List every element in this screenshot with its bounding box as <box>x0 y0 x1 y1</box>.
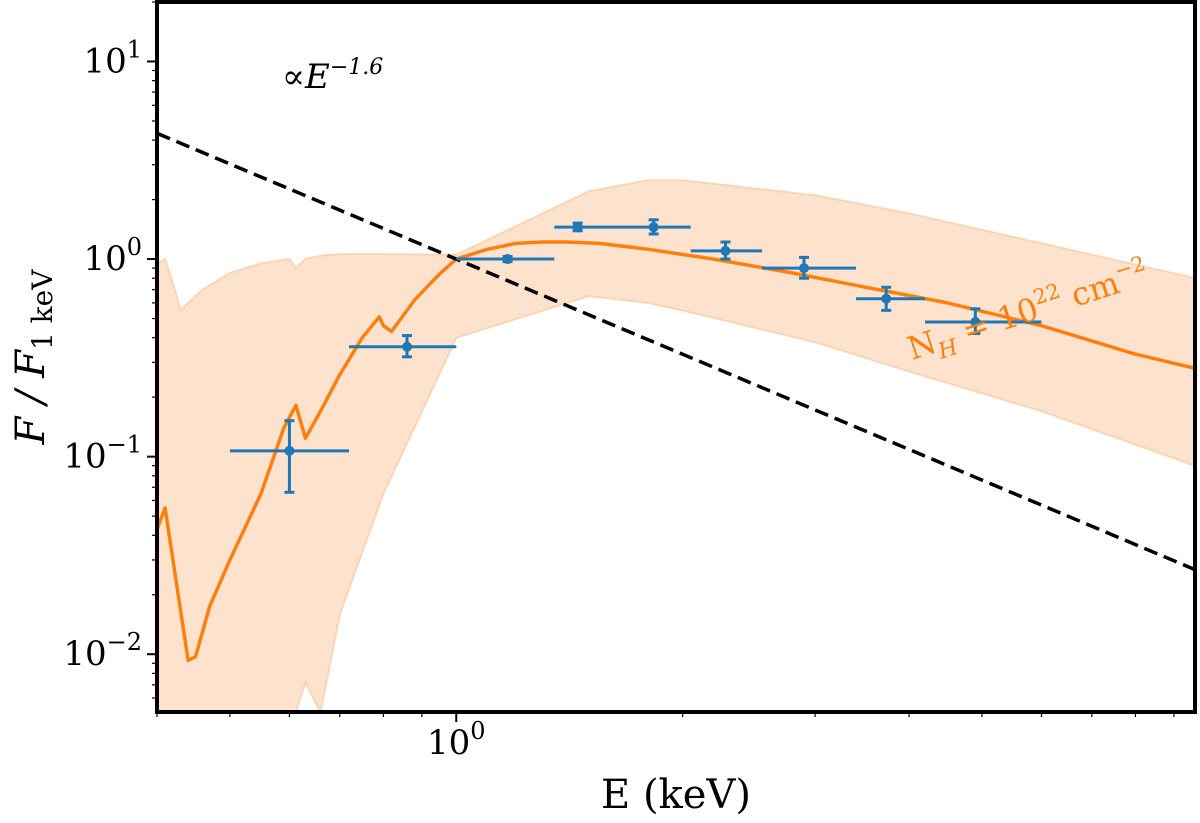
data-point-3 <box>572 222 583 233</box>
y-tick-label-1: 10−1 <box>63 431 142 477</box>
data-point-6 <box>799 263 810 274</box>
data-points <box>229 218 1042 494</box>
powerlaw-label: ∝E−1.6 <box>282 55 383 97</box>
data-point-7 <box>881 293 892 304</box>
plot-frame <box>155 0 1197 714</box>
tick-labels: 10−2 10−1 100 101 100 <box>63 35 485 763</box>
axis-ticks <box>147 1 1175 722</box>
data-point-2 <box>502 254 513 265</box>
y-tick-label-2: 100 <box>83 233 142 279</box>
plot-area <box>157 131 1195 712</box>
data-point-5 <box>720 245 731 256</box>
data-point-0 <box>284 445 295 456</box>
data-point-8 <box>970 317 981 328</box>
y-tick-label-3: 101 <box>83 35 142 81</box>
x-axis-label: E (keV) <box>601 772 751 818</box>
data-point-4 <box>648 222 659 233</box>
y-axis-label: F / F1 keV <box>8 269 59 446</box>
data-point-1 <box>402 341 413 352</box>
model-uncertainty-band <box>157 179 1195 712</box>
y-tick-label-0: 10−2 <box>63 628 142 674</box>
x-tick-label-0: 100 <box>427 717 486 763</box>
